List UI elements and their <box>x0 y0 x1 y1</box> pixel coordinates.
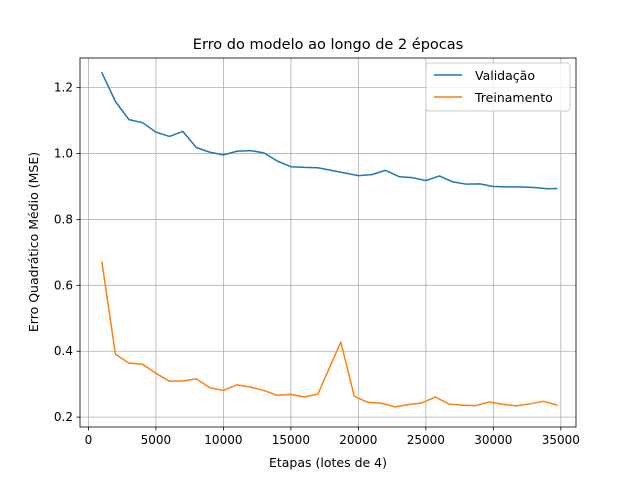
axis-ticks: 0 5000 10000 15000 20000 25000 30000 35000 0.2 0.… <box>54 81 580 447</box>
y-tick-label: 0.4 <box>54 344 73 358</box>
x-tick-label: 15000 <box>272 433 310 447</box>
x-axis-label: Etapas (lotes de 4) <box>269 455 387 470</box>
legend-label-treinamento: Treinamento <box>474 90 553 105</box>
x-tick-label: 35000 <box>542 433 580 447</box>
series-layer <box>100 71 558 408</box>
plot-frame <box>79 57 577 428</box>
y-tick-label: 0.2 <box>54 410 73 424</box>
series-line-treinamento <box>101 261 558 408</box>
grid <box>80 58 576 427</box>
x-tick-label: 20000 <box>339 433 377 447</box>
y-tick-label: 1.0 <box>54 147 73 161</box>
legend-label-validacao: Validação <box>475 68 535 83</box>
y-tick-label: 1.2 <box>54 81 73 95</box>
x-tick-label: 25000 <box>407 433 445 447</box>
y-axis-label: Erro Quadrático Médio (MSE) <box>26 152 41 332</box>
y-tick-label: 0.6 <box>54 278 73 292</box>
x-tick-label: 10000 <box>204 433 242 447</box>
legend: Validação Treinamento <box>425 62 571 112</box>
x-tick-label: 30000 <box>474 433 512 447</box>
x-tick-label: 5000 <box>141 433 172 447</box>
chart-title: Erro do modelo ao longo de 2 épocas <box>193 37 463 53</box>
x-tick-label: 0 <box>85 433 93 447</box>
y-tick-label: 0.8 <box>54 212 73 226</box>
series-line-validacao <box>100 71 558 190</box>
